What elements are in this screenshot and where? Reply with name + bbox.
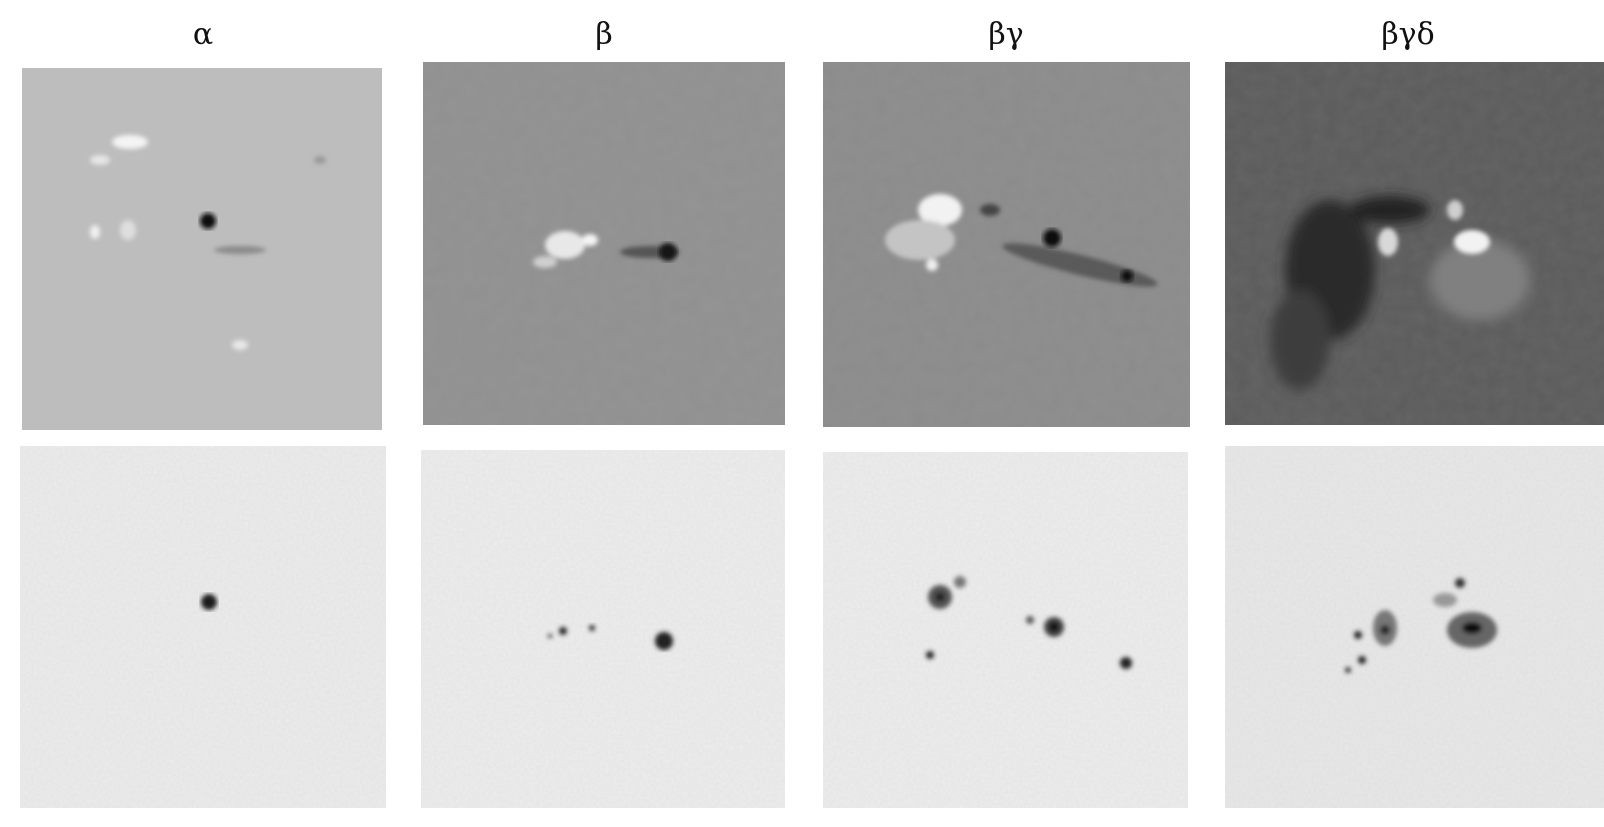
continuum-beta-gamma-delta (1225, 446, 1604, 808)
continuum-beta-gamma (823, 452, 1188, 808)
column-label: βγδ (1381, 17, 1434, 52)
column-label: β (595, 17, 612, 52)
column-label: α (193, 17, 213, 52)
column-label: βγ (988, 17, 1023, 52)
magnetogram-alpha (22, 68, 382, 430)
magnetogram-beta-gamma-delta (1225, 62, 1604, 425)
continuum-beta (421, 450, 785, 808)
magnetogram-beta-gamma (823, 62, 1190, 427)
magnetogram-beta (423, 62, 785, 425)
continuum-alpha (20, 446, 386, 808)
